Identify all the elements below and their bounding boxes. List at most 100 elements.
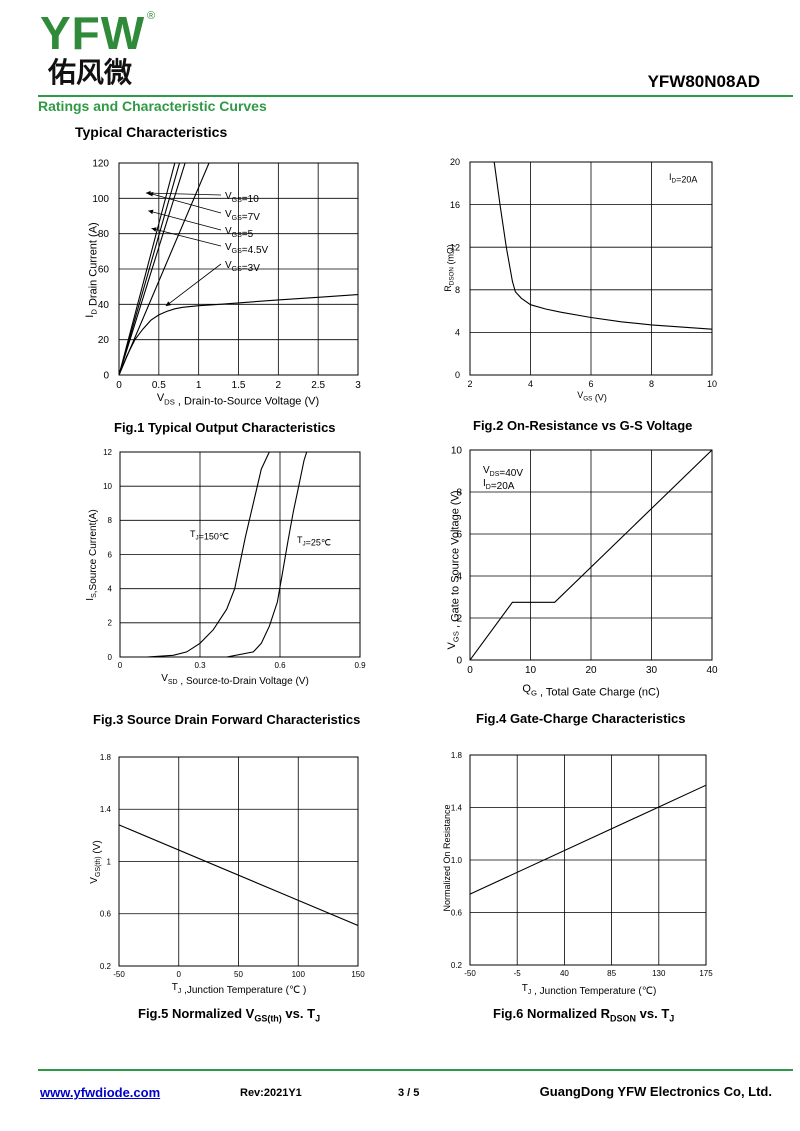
fig1-series-arrow — [148, 191, 222, 214]
fig5-caption: Fig.5 Normalized VGS(th) vs. TJ — [138, 1006, 321, 1024]
fig5-plot-frame — [118, 756, 359, 967]
registered-mark: ® — [147, 10, 156, 22]
fig1-ytick-label: 80 — [98, 229, 110, 240]
fig4-xtick-label: 20 — [585, 665, 597, 676]
fig5-xtick-label: 50 — [234, 970, 243, 979]
fig1-xtick-label: 2 — [276, 380, 282, 391]
fig6-series-line — [470, 784, 706, 895]
fig2-caption: Fig.2 On-Resistance vs G-S Voltage — [473, 418, 693, 433]
fig3-ytick-label: 0 — [108, 653, 113, 662]
fig4-annotation-vds: VDS=40V — [483, 465, 523, 479]
footer-divider — [38, 1069, 793, 1071]
fig6-xtick-label: 85 — [607, 969, 616, 978]
fig1-ytick-label: 40 — [98, 300, 110, 311]
fig4-ytick-label: 8 — [456, 488, 462, 499]
fig4-xtick-label: 10 — [525, 665, 537, 676]
fig1-ytick-label: 60 — [98, 265, 110, 276]
fig3-yaxis-title: IS,Source Current(A) — [85, 509, 99, 600]
part-number: YFW80N08AD — [647, 72, 760, 91]
fig4-ytick-label: 4 — [456, 572, 462, 583]
fig5-ytick-label: 1.8 — [100, 753, 112, 762]
fig3-series-line — [226, 452, 308, 657]
fig1-series-line — [119, 163, 210, 375]
brand-logo-chinese: 佑风微 — [48, 56, 133, 89]
fig1-series-arrow — [165, 263, 222, 307]
fig5-series-line — [119, 824, 358, 927]
fig2-ytick-label: 20 — [450, 157, 460, 167]
fig2-xtick-label: 10 — [707, 379, 717, 389]
fig3-ytick-label: 12 — [103, 448, 112, 457]
fig4-xtick-label: 0 — [467, 665, 473, 676]
fig5-xtick-label: 0 — [177, 970, 182, 979]
fig1-xtick-label: 1 — [196, 380, 202, 391]
fig6-xtick-label: -5 — [514, 969, 522, 978]
fig1-xtick-label: 3 — [355, 380, 361, 391]
fig4-xtick-label: 30 — [646, 665, 658, 676]
fig3-series-line — [146, 452, 270, 657]
fig3-series-label-150: TJ=150℃ — [190, 529, 229, 542]
fig3-ytick-label: 10 — [103, 482, 112, 491]
fig1-series-line — [119, 163, 176, 375]
fig6-ytick-label: 0.2 — [451, 961, 463, 970]
fig1-ytick-label: 120 — [92, 159, 109, 170]
fig2-ytick-label: 0 — [455, 370, 460, 380]
fig5-yaxis-title: VGS(th) (V) — [89, 840, 103, 883]
fig1-ytick-label: 20 — [98, 335, 110, 346]
fig6-ytick-label: 1.0 — [451, 856, 463, 865]
fig1-xtick-label: 1.5 — [232, 380, 246, 391]
fig6-xtick-label: 40 — [560, 969, 569, 978]
fig3-xtick-label: 0.3 — [194, 661, 206, 670]
company-name: GuangDong YFW Electronics Co, Ltd. — [539, 1084, 772, 1099]
header-divider — [38, 95, 793, 97]
fig4-ytick-label: 2 — [456, 614, 462, 625]
fig6-plot-frame — [469, 754, 707, 966]
website-link[interactable]: www.yfwdiode.com — [40, 1085, 161, 1100]
fig3-caption: Fig.3 Source Drain Forward Characteristi… — [93, 712, 361, 727]
page-number: 3 / 5 — [398, 1087, 420, 1099]
fig3-ytick-label: 8 — [108, 516, 113, 525]
revision: Rev:2021Y1 — [240, 1087, 302, 1099]
fig6-xtick-label: 130 — [652, 969, 666, 978]
fig1-ytick-label: 100 — [92, 194, 109, 205]
fig5-ytick-label: 1 — [107, 857, 112, 866]
fig4-plot-frame — [469, 449, 713, 661]
fig2-ytick-label: 8 — [455, 285, 460, 295]
fig4-ytick-label: 10 — [451, 446, 463, 457]
fig1-series-label: VGS=3V — [225, 260, 260, 274]
fig5-xtick-label: 100 — [292, 970, 306, 979]
sub-title: Typical Characteristics — [75, 124, 228, 140]
fig5-ytick-label: 0.6 — [100, 910, 112, 919]
fig1-series-label: VGS=10 — [225, 191, 259, 205]
fig1-series-line — [119, 294, 358, 375]
fig2-xaxis-title: VGS (V) — [577, 390, 607, 403]
fig4-xaxis-title: QG , Total Gate Charge (nC) — [522, 683, 659, 698]
fig2-annotation: ID=20A — [669, 172, 697, 185]
fig5-ytick-label: 0.2 — [100, 962, 112, 971]
fig1-series-label: VGS=4.5V — [225, 242, 269, 256]
fig1-series-arrow — [145, 190, 222, 196]
fig1-xtick-label: 2.5 — [311, 380, 325, 391]
fig6-xaxis-title: TJ , Junction Temperature (℃) — [522, 983, 657, 997]
fig1-ytick-label: 0 — [103, 371, 109, 382]
fig4-series-line — [470, 450, 712, 660]
fig3-xtick-label: 0.9 — [354, 661, 366, 670]
fig2-plot-frame — [469, 161, 713, 376]
fig2-ytick-label: 4 — [455, 328, 460, 338]
fig4-xtick-label: 40 — [706, 665, 718, 676]
fig1-xtick-label: 0 — [116, 380, 122, 391]
fig2-xtick-label: 2 — [467, 379, 472, 389]
fig2-series-line — [493, 162, 712, 330]
fig1-series-label: VGS=5 — [225, 226, 254, 240]
brand-logo: YFW — [40, 7, 146, 59]
fig1-xaxis-title: VDS , Drain-to-Source Voltage (V) — [157, 392, 319, 407]
fig4-caption: Fig.4 Gate-Charge Characteristics — [476, 711, 686, 726]
fig3-ytick-label: 4 — [108, 584, 113, 593]
fig5-ytick-label: 1.4 — [100, 805, 112, 814]
fig6-caption: Fig.6 Normalized RDSON vs. TJ — [493, 1006, 675, 1024]
fig6-ytick-label: 0.6 — [451, 908, 463, 917]
fig5-xaxis-title: TJ ,Junction Temperature (℃ ) — [172, 982, 307, 996]
fig4-yaxis-title: VGS , Gate to Source Voltage (V) — [446, 490, 461, 649]
section-title: Ratings and Characteristic Curves — [38, 98, 267, 114]
fig1-series-line — [119, 163, 181, 375]
fig2-yaxis-title: RDSON (mΩ) — [443, 244, 456, 291]
